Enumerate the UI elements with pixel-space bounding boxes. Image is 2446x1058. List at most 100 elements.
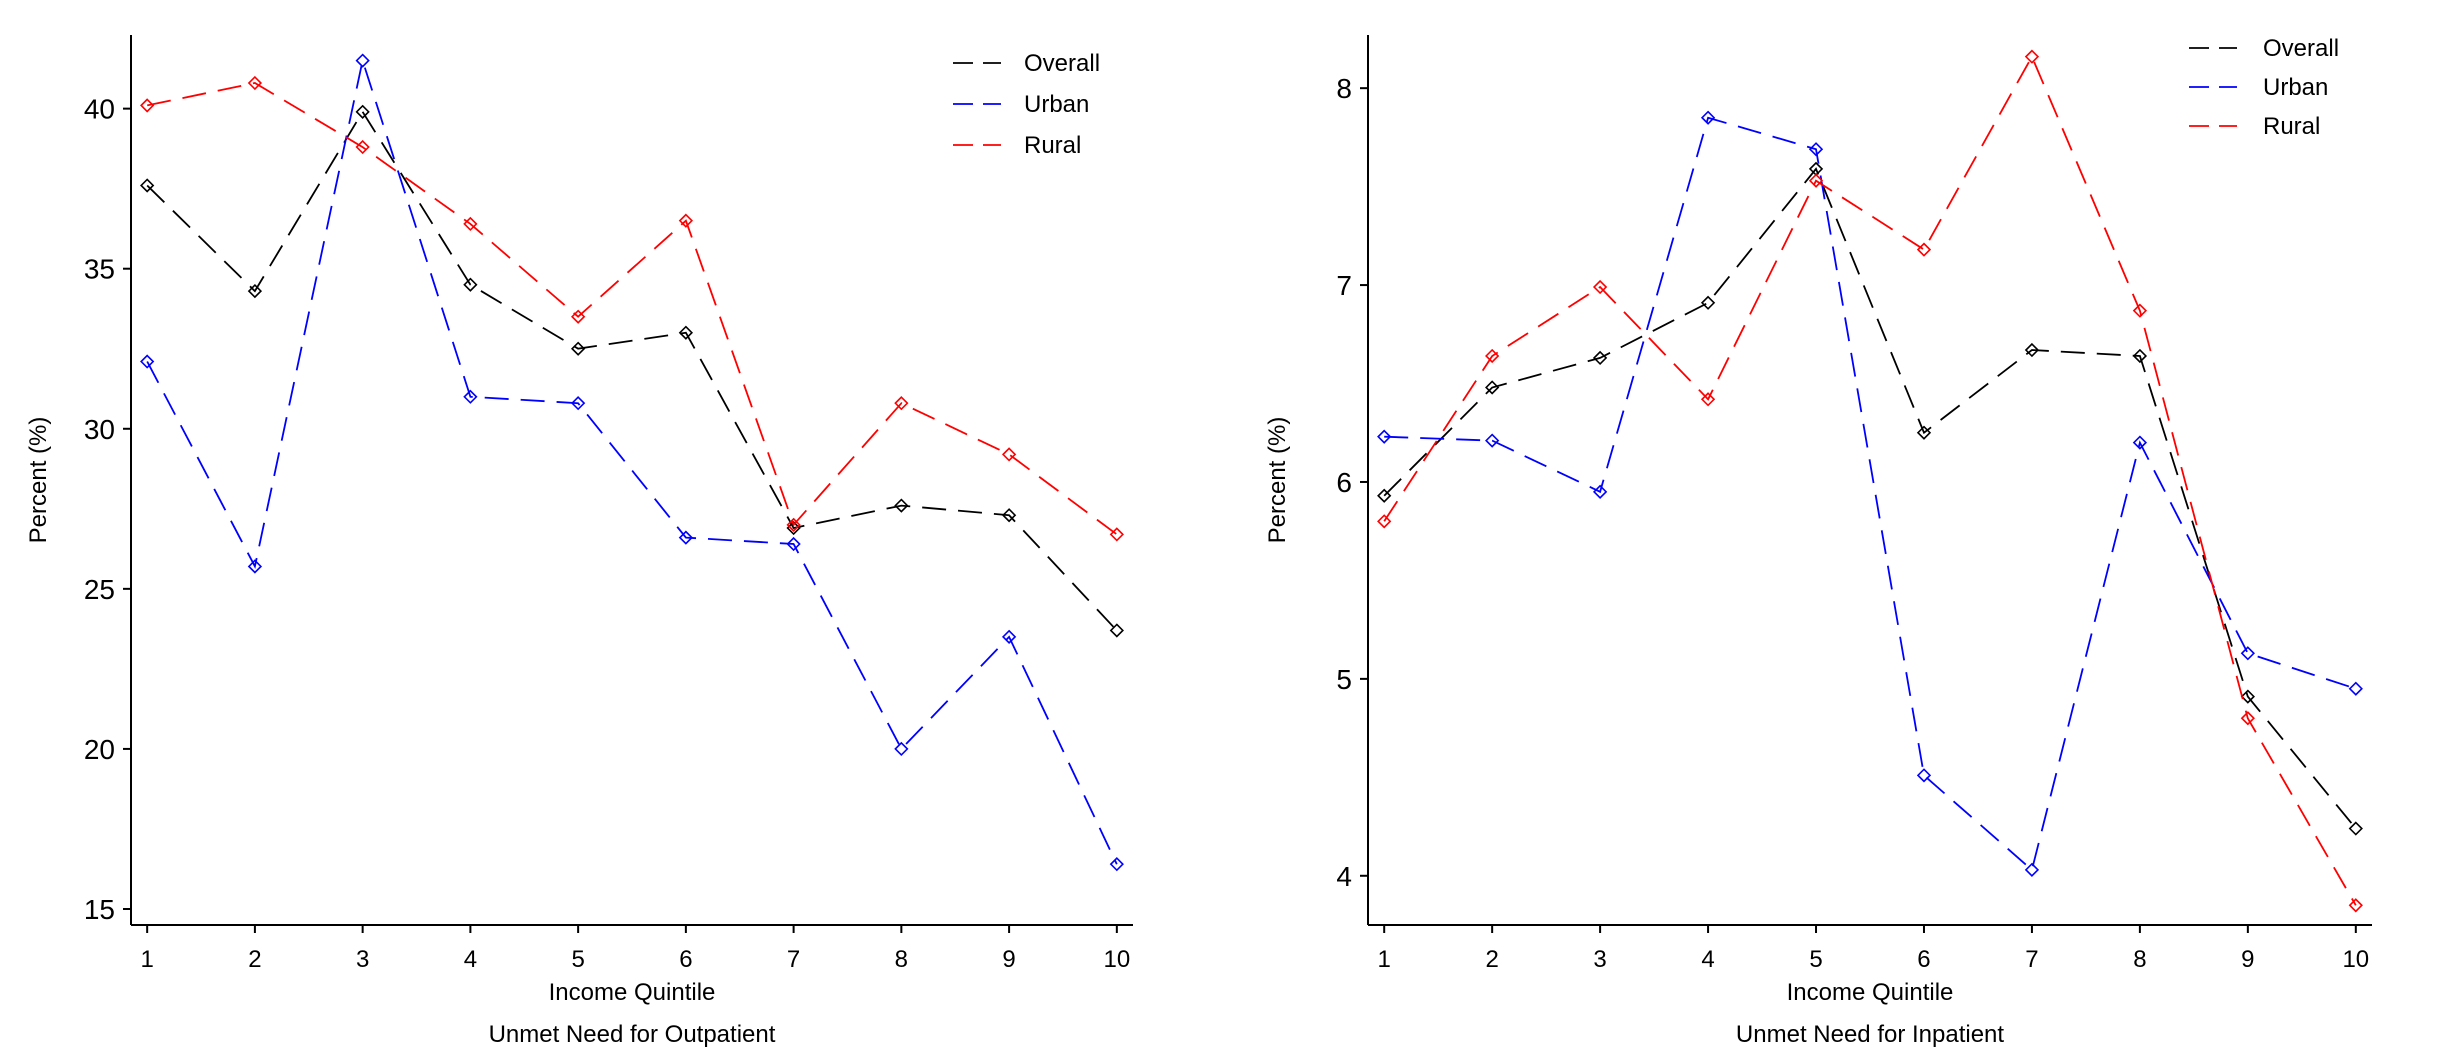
legend: Overall Urban Rural <box>2189 35 2339 140</box>
series-line-urban <box>1384 116 2357 872</box>
x-tick-label: 1 <box>140 946 153 973</box>
data-point-rural <box>463 216 478 232</box>
data-point-overall <box>1916 425 1932 440</box>
y-tick-label: 40 <box>84 94 115 125</box>
data-point-overall <box>2348 821 2363 836</box>
data-point-urban <box>355 53 370 68</box>
x-tick-label: 10 <box>2342 946 2369 973</box>
data-point-overall <box>678 325 694 340</box>
x-tick-label: 3 <box>1593 946 1606 973</box>
data-point-overall <box>1377 488 1392 503</box>
data-point-urban <box>1592 484 1608 499</box>
x-tick-label: 4 <box>464 946 477 973</box>
chart-caption: Unmet Need for Inpatient <box>1736 1021 2004 1048</box>
chart-panel-2: 4 5 6 7 8 1 2 3 4 5 6 7 8 9 10 Income Quintile Percent (… <box>1264 35 2372 1048</box>
data-point-overall <box>1001 508 1017 523</box>
data-point-overall <box>2132 348 2148 364</box>
data-point-overall <box>570 341 586 356</box>
legend-label-urban: Urban <box>1024 91 1089 118</box>
data-point-urban <box>894 741 909 757</box>
x-tick-label: 2 <box>248 946 261 973</box>
y-tick-label: 25 <box>84 574 115 605</box>
data-point-overall <box>140 178 155 193</box>
x-tick-label: 8 <box>2133 946 2146 973</box>
data-point-urban <box>678 530 694 545</box>
data-point-rural <box>1916 242 1932 257</box>
data-point-urban <box>2348 681 2363 696</box>
legend-label-overall: Overall <box>2263 35 2339 62</box>
data-point-overall <box>1109 623 1124 638</box>
data-point-overall <box>1485 380 1500 395</box>
data-point-rural <box>570 309 586 324</box>
data-point-urban <box>1485 433 1500 448</box>
data-point-overall <box>463 277 478 292</box>
data-point-rural <box>1377 514 1392 529</box>
x-axis-title: Income Quintile <box>549 979 716 1006</box>
y-tick-label: 35 <box>84 254 115 285</box>
legend: Overall Urban Rural <box>953 50 1100 159</box>
x-tick-label: 3 <box>356 946 369 973</box>
data-point-rural <box>2240 711 2255 726</box>
data-point-rural <box>1592 279 1608 295</box>
data-point-rural <box>2024 49 2040 64</box>
data-point-urban <box>2024 862 2040 877</box>
data-point-urban <box>1377 429 1392 444</box>
x-tick-label: 10 <box>1103 946 1130 973</box>
chart-caption: Unmet Need for Outpatient <box>489 1021 776 1048</box>
data-point-urban <box>247 559 263 574</box>
data-point-rural <box>140 98 155 113</box>
chart-panel-1: 15 20 25 30 35 40 1 2 3 4 5 6 7 8 9 10 Income Quintile Pe… <box>25 35 1133 1048</box>
series-line-urban <box>146 57 1118 865</box>
x-tick-label: 6 <box>1917 946 1930 973</box>
legend-label-rural: Rural <box>2263 113 2320 140</box>
data-point-rural <box>1001 447 1017 462</box>
y-tick-label: 20 <box>84 734 115 765</box>
y-tick-label: 6 <box>1336 467 1352 498</box>
series-line-rural <box>147 82 1118 536</box>
y-axis-title: Percent (%) <box>1264 417 1291 544</box>
series-line-overall <box>1383 167 2357 830</box>
data-point-overall <box>1592 350 1608 366</box>
x-tick-label: 6 <box>679 946 692 973</box>
data-point-rural <box>894 396 909 411</box>
y-tick-label: 5 <box>1336 664 1352 695</box>
series-line-rural <box>1383 54 2357 906</box>
data-point-overall <box>2024 342 2040 358</box>
data-point-urban <box>786 536 801 552</box>
x-tick-label: 5 <box>1809 946 1822 973</box>
data-point-rural <box>247 75 263 91</box>
y-tick-label: 15 <box>84 894 115 925</box>
x-tick-label: 5 <box>571 946 584 973</box>
data-point-urban <box>140 354 155 369</box>
data-point-rural <box>1109 527 1124 542</box>
y-tick-label: 4 <box>1336 861 1352 892</box>
legend-label-overall: Overall <box>1024 50 1100 77</box>
data-point-urban <box>2240 646 2255 661</box>
x-tick-label: 7 <box>787 946 800 973</box>
data-point-overall <box>1700 295 1716 310</box>
data-point-urban <box>463 389 478 404</box>
data-point-urban <box>570 396 586 411</box>
x-tick-label: 9 <box>2241 946 2254 973</box>
data-point-urban <box>1109 857 1124 872</box>
x-axis-title: Income Quintile <box>1787 979 1954 1006</box>
data-point-rural <box>1485 348 1500 364</box>
data-point-rural <box>1808 173 1824 188</box>
legend-label-rural: Rural <box>1024 132 1081 159</box>
x-tick-label: 4 <box>1701 946 1714 973</box>
x-tick-label: 2 <box>1485 946 1498 973</box>
y-axis-title: Percent (%) <box>25 417 52 544</box>
x-tick-label: 1 <box>1378 946 1391 973</box>
data-point-overall <box>2240 689 2255 704</box>
data-point-urban <box>1001 629 1017 645</box>
series-line-overall <box>146 110 1118 632</box>
data-point-rural <box>355 139 370 155</box>
data-point-rural <box>1700 392 1716 407</box>
data-point-rural <box>2132 303 2148 318</box>
y-tick-label: 30 <box>84 414 115 445</box>
data-point-rural <box>786 517 801 532</box>
data-point-urban <box>1916 768 1932 783</box>
x-tick-label: 7 <box>2025 946 2038 973</box>
